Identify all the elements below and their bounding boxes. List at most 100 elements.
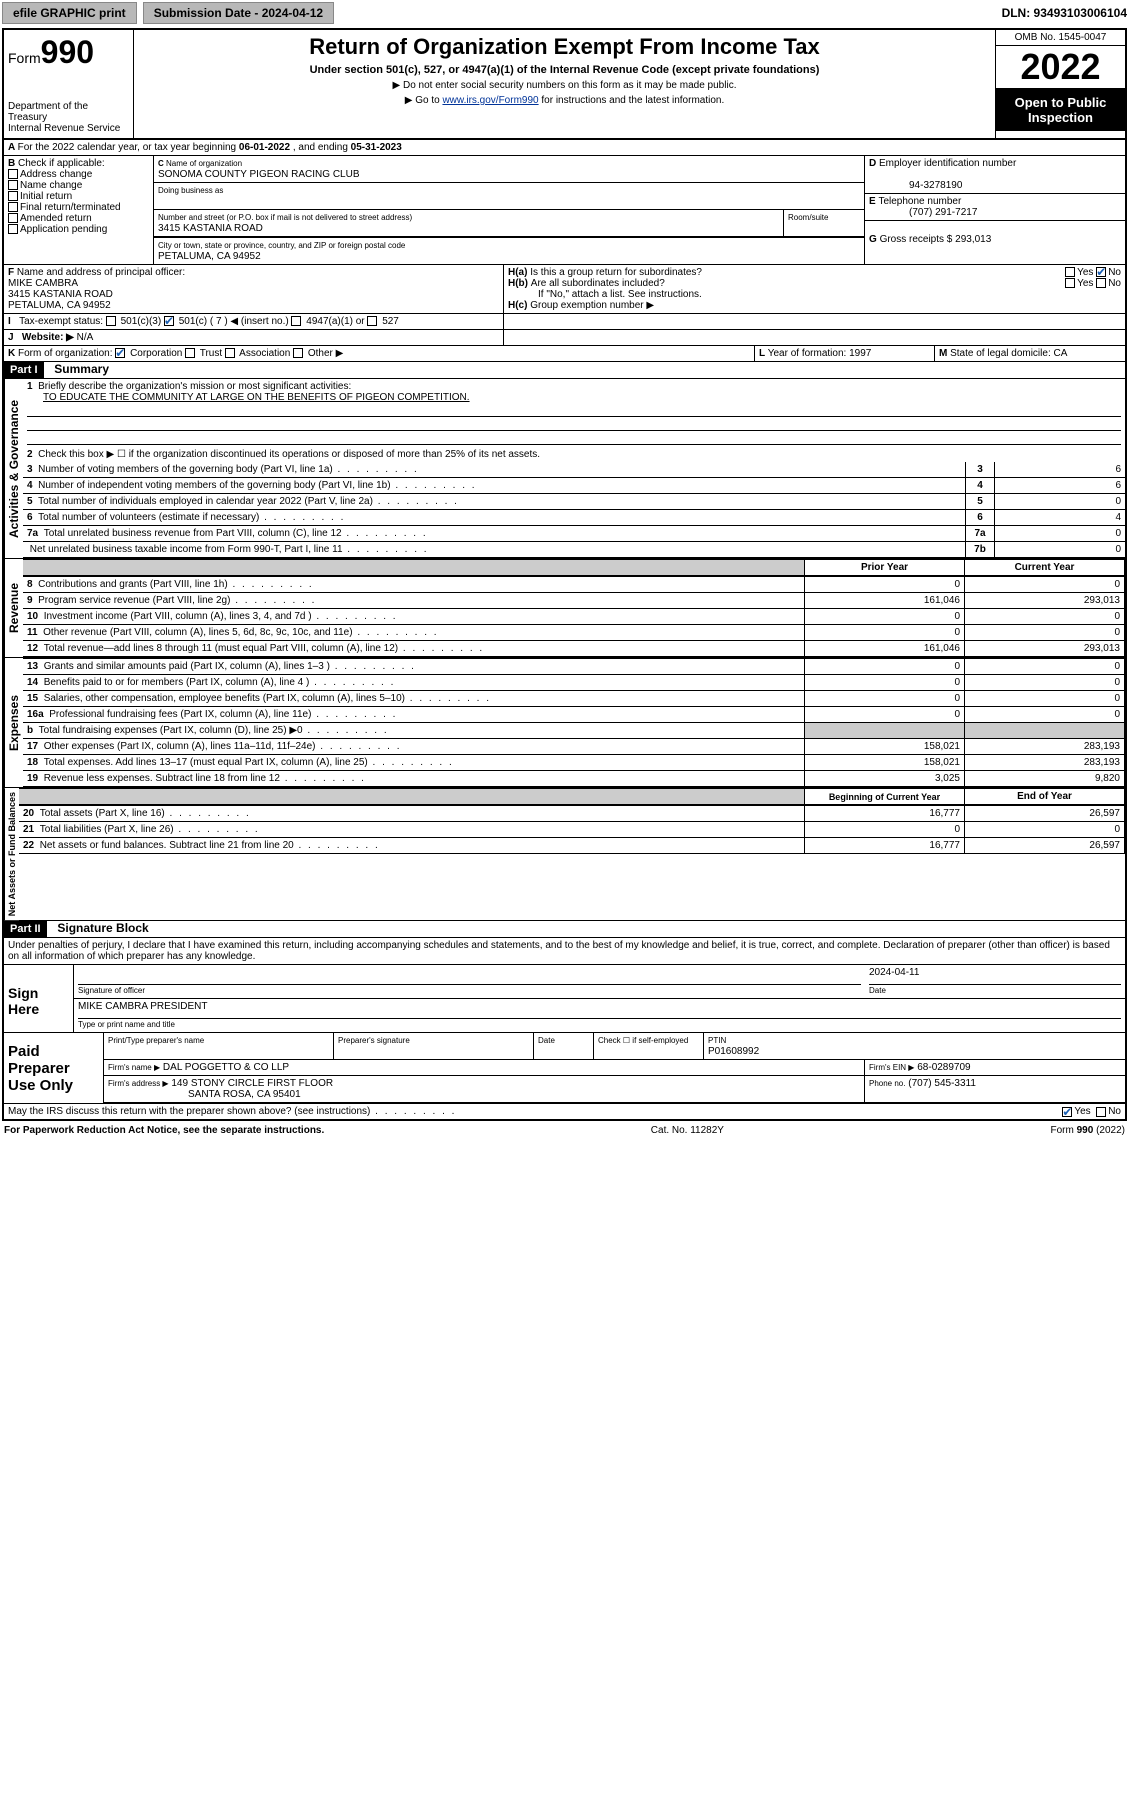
chk-discuss-no[interactable] — [1096, 1107, 1106, 1117]
form-number: 990 — [41, 34, 94, 70]
part2-title: Signature Block — [49, 921, 148, 935]
amount-line: b Total fundraising expenses (Part IX, c… — [23, 723, 1125, 739]
col-begin: Beginning of Current Year — [805, 789, 965, 805]
footer-right: Form 990 (2022) — [1051, 1125, 1125, 1136]
part1-title: Summary — [46, 362, 109, 376]
chk-final-return[interactable] — [8, 202, 18, 212]
amount-line: 14 Benefits paid to or for members (Part… — [23, 675, 1125, 691]
k-label: Form of organization: — [18, 348, 113, 359]
chk-name-change[interactable] — [8, 180, 18, 190]
c-dba-label: Doing business as — [158, 186, 223, 195]
gov-line: 6 Total number of volunteers (estimate i… — [23, 510, 1125, 526]
officer-street: 3415 KASTANIA ROAD — [8, 289, 113, 300]
chk-application[interactable] — [8, 224, 18, 234]
part1-header: Part I Summary — [4, 362, 1125, 379]
chk-other[interactable] — [293, 348, 303, 358]
chk-assoc[interactable] — [225, 348, 235, 358]
line-a-mid: , and ending — [293, 142, 351, 153]
chk-4947[interactable] — [291, 316, 301, 326]
box-b: B Check if applicable: Address change Na… — [4, 156, 154, 264]
gross-receipts: 293,013 — [955, 234, 991, 245]
phone-value: (707) 291-7217 — [869, 207, 977, 218]
chk-trust[interactable] — [185, 348, 195, 358]
chk-initial-return[interactable] — [8, 191, 18, 201]
part1-expenses: Expenses 13 Grants and similar amounts p… — [4, 658, 1125, 788]
tax-begin: 06-01-2022 — [239, 142, 290, 153]
part2-header: Part II Signature Block — [4, 921, 1125, 938]
box-deg: D Employer identification number 94-3278… — [865, 156, 1125, 264]
officer-name: MIKE CAMBRA — [8, 278, 78, 289]
m-label: State of legal domicile: — [950, 348, 1051, 359]
e-label: Telephone number — [878, 196, 961, 207]
sign-here-label: Sign Here — [4, 965, 74, 1032]
line-a-text: For the 2022 calendar year, or tax year … — [18, 142, 239, 153]
gov-line: 4 Number of independent voting members o… — [23, 478, 1125, 494]
firm-phone: (707) 545-3311 — [908, 1078, 976, 1089]
dln-label: DLN: 93493103006104 — [1002, 6, 1127, 20]
sig-date-label: Date — [869, 986, 886, 995]
ein-value: 94-3278190 — [869, 180, 962, 191]
sig-date: 2024-04-11 — [869, 967, 1121, 985]
sig-name: MIKE CAMBRA PRESIDENT — [78, 1001, 1121, 1019]
i-label: Tax-exempt status: — [19, 316, 103, 327]
chk-address-change[interactable] — [8, 169, 18, 179]
line-a: A For the 2022 calendar year, or tax yea… — [4, 140, 1125, 156]
chk-ha-no[interactable] — [1096, 267, 1106, 277]
chk-501c3[interactable] — [106, 316, 116, 326]
q2-text: Check this box ▶ ☐ if the organization d… — [38, 449, 540, 460]
chk-hb-yes[interactable] — [1065, 278, 1075, 288]
amount-line: 12 Total revenue—add lines 8 through 11 … — [23, 641, 1125, 657]
col-prior: Prior Year — [805, 560, 965, 576]
form-header: Form990 Department of the Treasury Inter… — [4, 30, 1125, 140]
amount-line: 10 Investment income (Part VIII, column … — [23, 609, 1125, 625]
line-i: I Tax-exempt status: 501(c)(3) 501(c) ( … — [4, 314, 1125, 330]
section-bcdefg: B Check if applicable: Address change Na… — [4, 156, 1125, 265]
box-h: H(a) Is this a group return for subordin… — [504, 265, 1125, 313]
vlabel-governance: Activities & Governance — [4, 379, 23, 558]
amount-line: 9 Program service revenue (Part VIII, li… — [23, 593, 1125, 609]
hc-text: Group exemption number ▶ — [530, 300, 654, 311]
l-label: Year of formation: — [768, 348, 847, 359]
org-city: PETALUMA, CA 94952 — [158, 251, 261, 262]
open-public-box: Open to Public Inspection — [996, 89, 1125, 131]
part2-badge: Part II — [4, 921, 47, 937]
footer: For Paperwork Reduction Act Notice, see … — [0, 1123, 1129, 1138]
irs-link[interactable]: www.irs.gov/Form990 — [442, 95, 538, 106]
submission-date-button[interactable]: Submission Date - 2024-04-12 — [143, 2, 334, 24]
chk-corp[interactable] — [115, 348, 125, 358]
part1-governance: Activities & Governance 1 Briefly descri… — [4, 379, 1125, 559]
amount-line: 22 Net assets or fund balances. Subtract… — [19, 838, 1125, 854]
chk-501c[interactable] — [164, 316, 174, 326]
c-street-label: Number and street (or P.O. box if mail i… — [158, 213, 412, 222]
efile-button[interactable]: efile GRAPHIC print — [2, 2, 137, 24]
chk-hb-no[interactable] — [1096, 278, 1106, 288]
firm-addr1: 149 STONY CIRCLE FIRST FLOOR — [171, 1078, 333, 1089]
omb-number: OMB No. 1545-0047 — [996, 30, 1125, 46]
gov-line: 3 Number of voting members of the govern… — [23, 462, 1125, 478]
paid-label: Paid Preparer Use Only — [4, 1033, 104, 1103]
amount-line: 13 Grants and similar amounts paid (Part… — [23, 659, 1125, 675]
amount-line: 8 Contributions and grants (Part VIII, l… — [23, 577, 1125, 593]
line-j: J Website: ▶ N/A — [4, 330, 1125, 346]
declaration: Under penalties of perjury, I declare th… — [4, 938, 1125, 965]
header-left: Form990 Department of the Treasury Inter… — [4, 30, 134, 138]
ptin: P01608992 — [708, 1046, 759, 1057]
mission-text: TO EDUCATE THE COMMUNITY AT LARGE ON THE… — [27, 392, 1121, 403]
chk-amended[interactable] — [8, 213, 18, 223]
line-klm: K Form of organization: Corporation Trus… — [4, 346, 1125, 362]
dept-treasury: Department of the Treasury — [8, 101, 129, 123]
firm-name: DAL POGGETTO & CO LLP — [163, 1062, 289, 1073]
org-name: SONOMA COUNTY PIGEON RACING CLUB — [158, 169, 360, 180]
hb-text: Are all subordinates included? — [531, 278, 665, 289]
chk-discuss-yes[interactable] — [1062, 1107, 1072, 1117]
chk-ha-yes[interactable] — [1065, 267, 1075, 277]
chk-527[interactable] — [367, 316, 377, 326]
hb-note: If "No," attach a list. See instructions… — [508, 289, 1121, 300]
firm-ein: 68-0289709 — [917, 1062, 970, 1073]
note-goto: ▶ Go to www.irs.gov/Form990 for instruct… — [142, 95, 987, 106]
amount-line: 18 Total expenses. Add lines 13–17 (must… — [23, 755, 1125, 771]
sig-name-label: Type or print name and title — [78, 1020, 175, 1029]
gov-line: 7a Total unrelated business revenue from… — [23, 526, 1125, 542]
g-label: Gross receipts $ — [880, 234, 953, 245]
topbar: efile GRAPHIC print Submission Date - 20… — [0, 0, 1129, 26]
